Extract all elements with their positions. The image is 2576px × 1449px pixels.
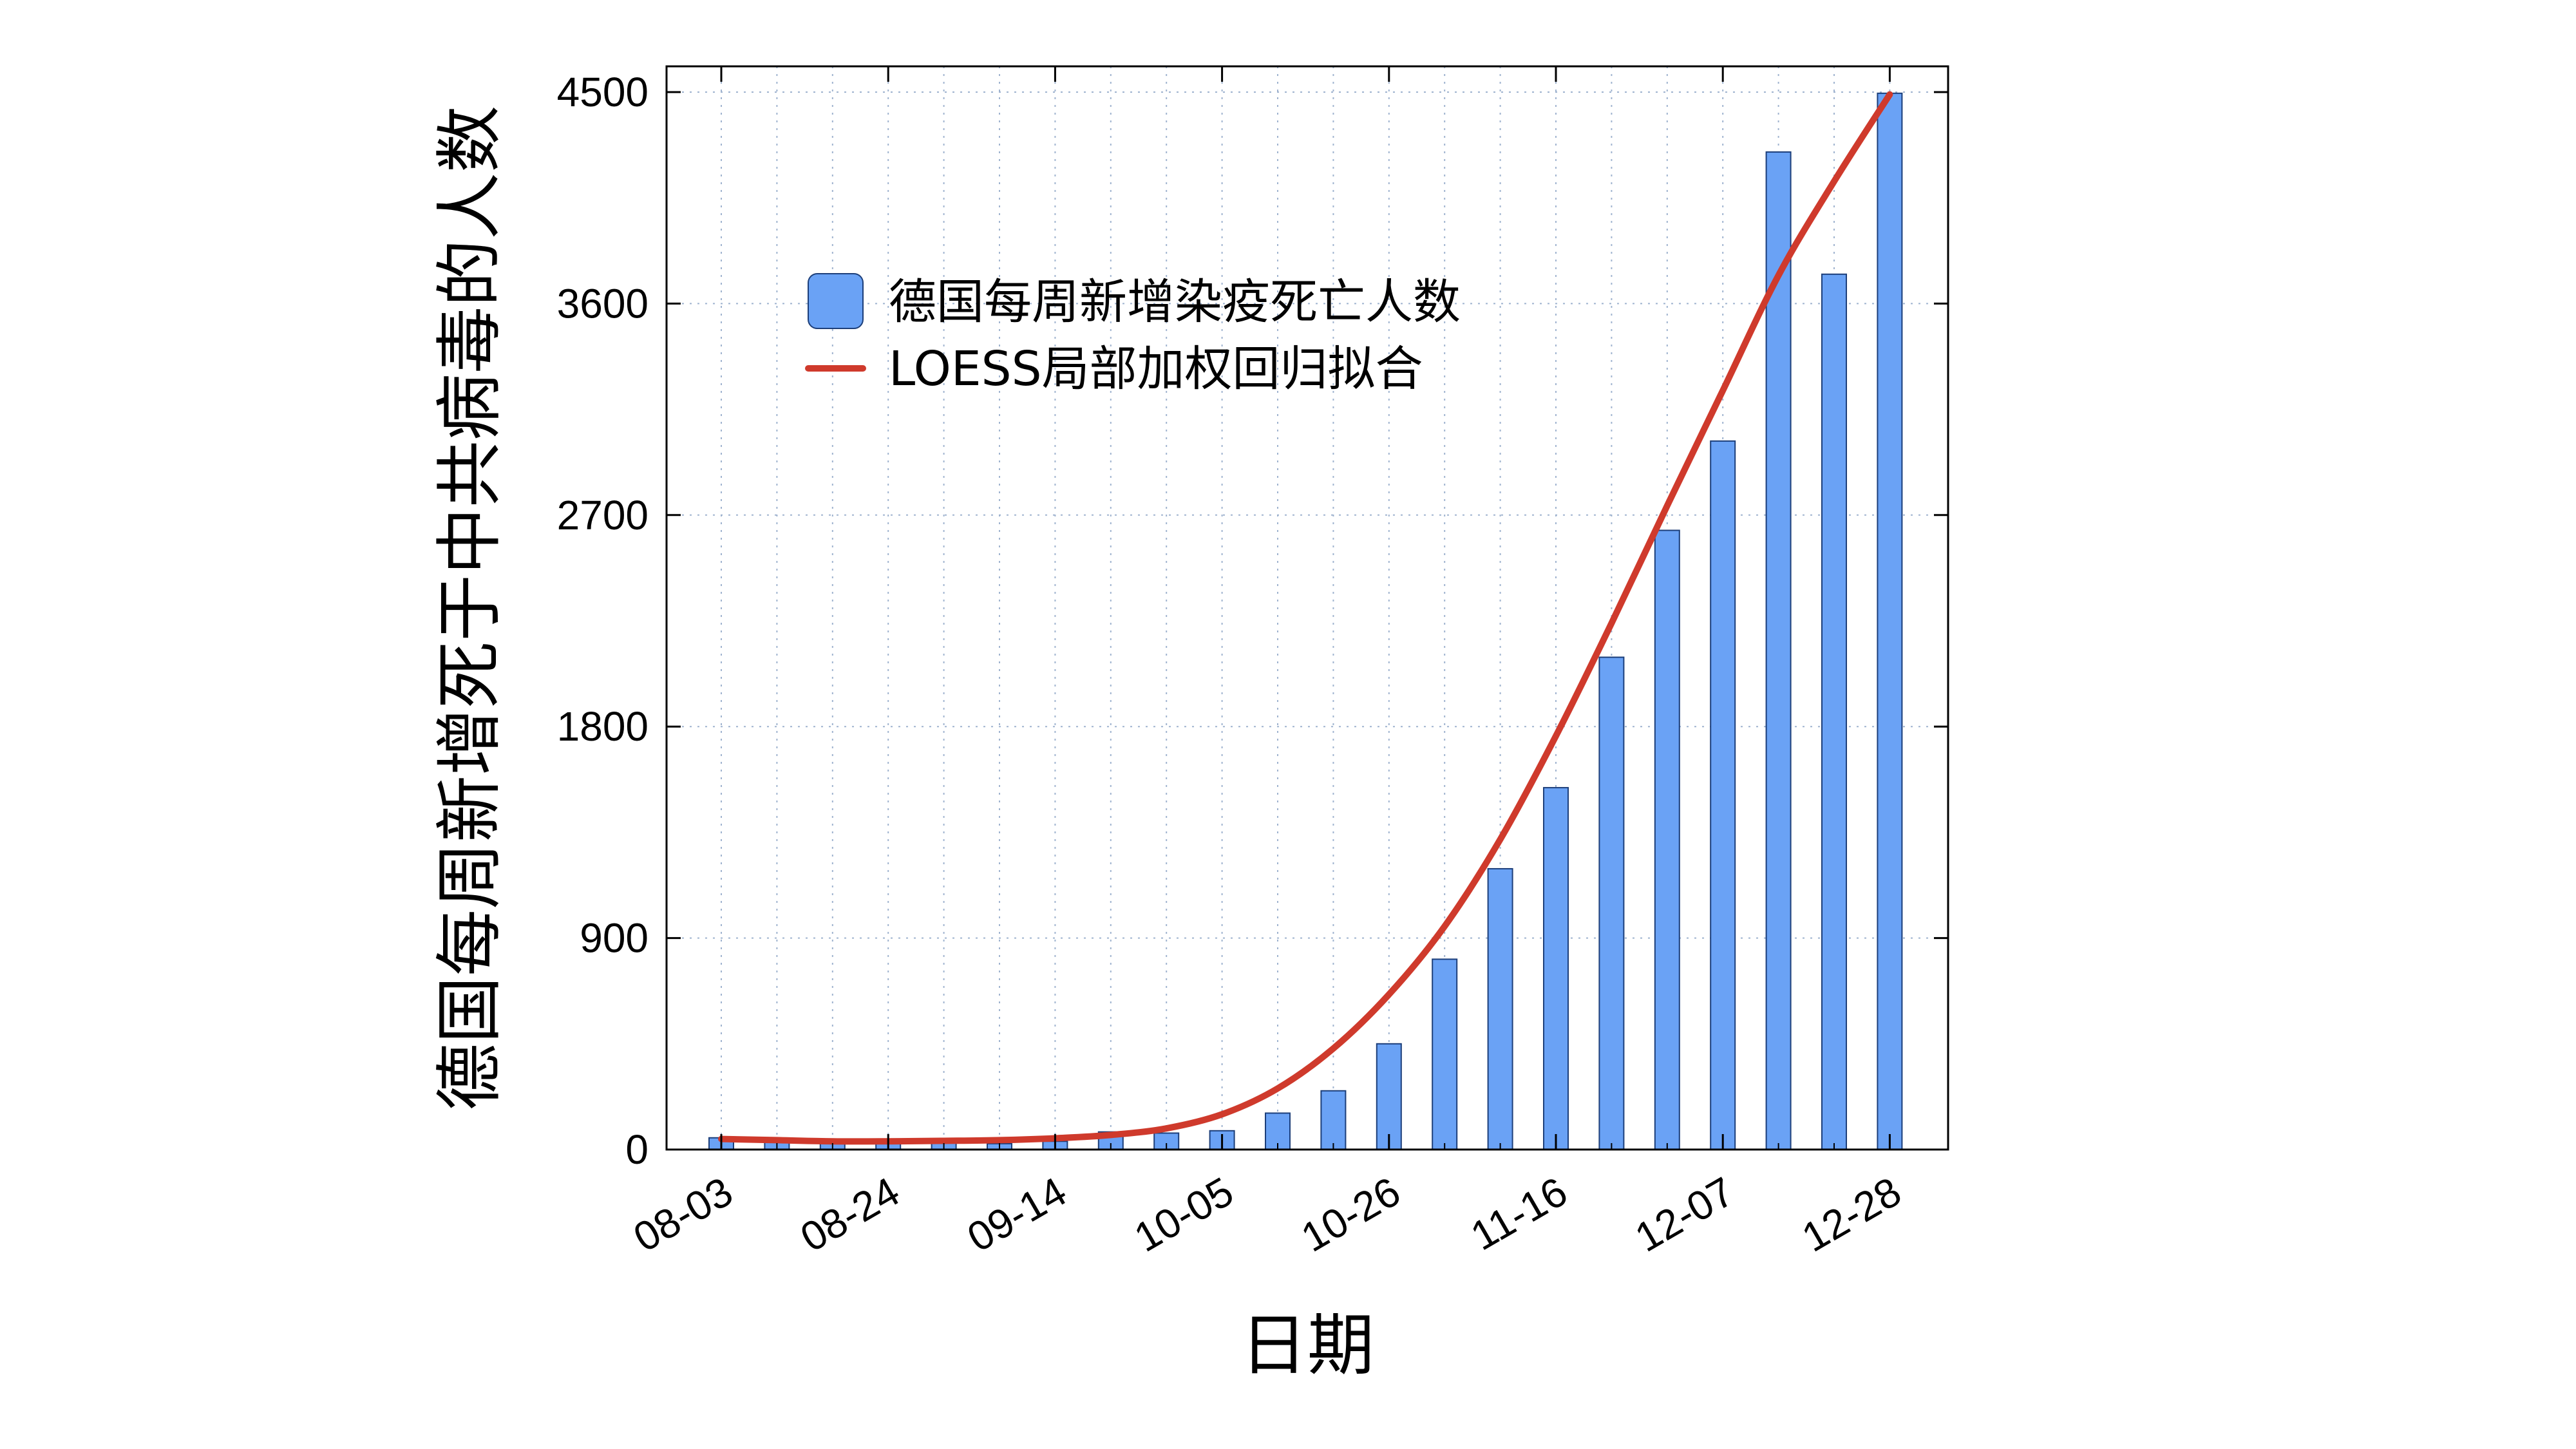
x-tick-label: 08-03 xyxy=(626,1168,741,1261)
grid-lines xyxy=(667,66,1948,1150)
bar xyxy=(1598,656,1625,1150)
bar xyxy=(1543,787,1569,1151)
x-tick-label: 11-16 xyxy=(1463,1168,1575,1260)
y-tick-label: 0 xyxy=(625,1126,649,1173)
y-tick-label: 1800 xyxy=(557,703,649,750)
bar-series xyxy=(708,92,1903,1151)
x-tick-label: 10-05 xyxy=(1126,1168,1241,1261)
bar xyxy=(1376,1043,1402,1151)
x-tick-label: 09-14 xyxy=(960,1168,1074,1261)
bar xyxy=(1654,529,1680,1150)
legend-label-bar: 德国每周新增染疫死亡人数 xyxy=(889,274,1461,330)
legend-swatch-bar xyxy=(808,273,864,329)
bar xyxy=(1821,273,1847,1150)
x-tick-label: 08-24 xyxy=(793,1168,907,1261)
fit-line-series xyxy=(718,91,1893,1145)
y-tick-label: 3600 xyxy=(557,280,649,327)
legend: 德国每周新增染疫死亡人数 LOESS局部加权回归拟合 xyxy=(805,273,1461,397)
bar xyxy=(1320,1090,1347,1151)
bar xyxy=(1877,92,1903,1150)
x-tick-label: 10-26 xyxy=(1293,1168,1408,1261)
y-tick-label: 4500 xyxy=(557,69,649,115)
bar xyxy=(1765,151,1792,1151)
x-axis-title: 日期 xyxy=(1240,1306,1374,1385)
x-tick-label: 12-07 xyxy=(1627,1168,1742,1261)
legend-label-line: LOESS局部加权回归拟合 xyxy=(889,341,1423,397)
fit-line xyxy=(718,91,1893,1145)
y-axis-ticks: 0 900 1800 2700 3600 4500 xyxy=(557,69,1948,1173)
y-tick-label: 900 xyxy=(580,915,649,961)
plot-frame xyxy=(665,65,1949,1151)
bar xyxy=(1432,958,1458,1150)
x-tick-label: 12-28 xyxy=(1794,1168,1909,1261)
bar xyxy=(1710,440,1736,1150)
y-tick-label: 2700 xyxy=(557,492,649,538)
bar xyxy=(1487,867,1513,1150)
y-axis-title: 德国每周新增死于中共病毒的人数 xyxy=(430,106,509,1110)
